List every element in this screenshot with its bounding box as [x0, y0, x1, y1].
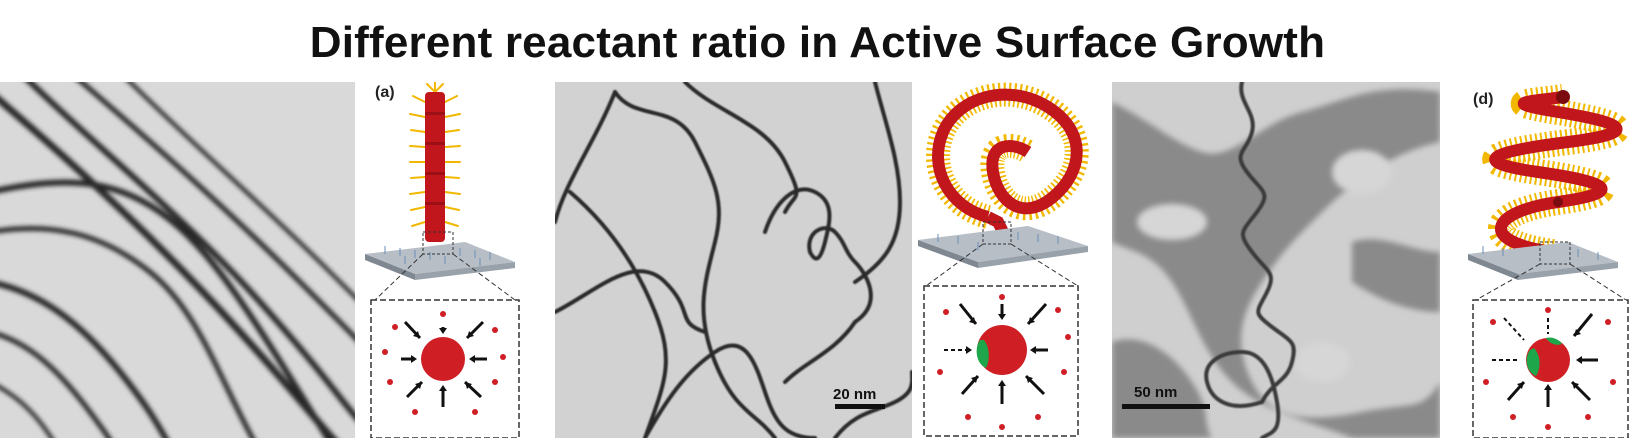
scale-bar-label: 50 nm	[1134, 384, 1177, 401]
schematic-straight-nanowire: (a)	[365, 82, 535, 438]
particle-inset	[1483, 307, 1616, 430]
nanowire-icon	[409, 82, 461, 242]
curled-nanowire-icon	[926, 82, 1089, 235]
scale-bar-label: 20 nm	[833, 386, 876, 403]
tem-image-helical-wire: 50 nm	[1112, 82, 1440, 438]
schematic-curled-nanowire	[918, 82, 1100, 438]
tem-image-straight-wires	[0, 82, 355, 438]
panel-label-d: (d)	[1473, 91, 1493, 108]
helical-nanowire-icon	[1482, 84, 1630, 265]
panel-label-a: (a)	[375, 84, 395, 101]
schematic-helical-nanowire: (d)	[1468, 82, 1635, 438]
particle-inset	[937, 294, 1071, 430]
particle-inset	[382, 311, 506, 415]
slide-title: Different reactant ratio in Active Surfa…	[309, 18, 1326, 67]
tem-image-curled-wires: 20 nm	[555, 82, 912, 438]
